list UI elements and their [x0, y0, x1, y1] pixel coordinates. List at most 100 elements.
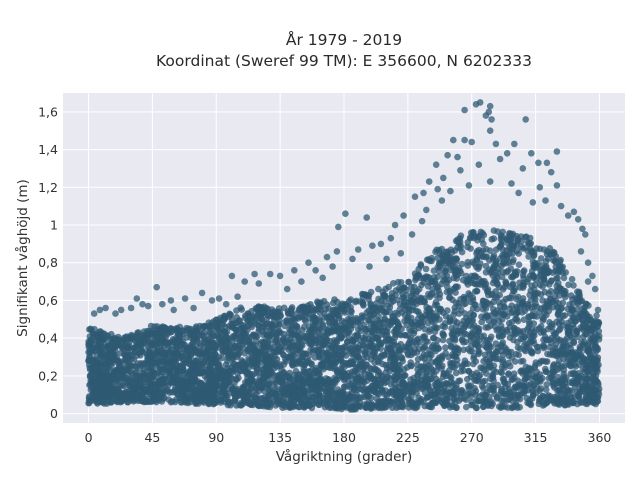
data-point — [510, 336, 517, 344]
data-point — [514, 293, 522, 301]
data-point — [532, 281, 539, 289]
data-point — [439, 336, 447, 344]
data-point — [583, 347, 590, 354]
data-point — [472, 377, 480, 385]
data-point — [403, 321, 410, 329]
data-point — [447, 378, 455, 386]
data-point — [233, 362, 241, 369]
data-point — [539, 297, 546, 304]
data-point — [379, 360, 386, 368]
data-point — [457, 395, 465, 402]
data-point — [428, 351, 435, 359]
data-point — [468, 272, 476, 280]
data-point — [525, 364, 533, 372]
chart-title-line-2: Koordinat (Sweref 99 TM): E 356600, N 62… — [156, 52, 532, 70]
data-point — [224, 401, 232, 409]
data-point — [547, 250, 554, 258]
data-point — [549, 379, 556, 387]
data-point — [151, 395, 159, 402]
data-point — [390, 280, 397, 287]
data-point — [508, 232, 516, 239]
data-point — [424, 338, 431, 345]
data-point — [395, 403, 403, 411]
data-point — [238, 306, 245, 313]
data-point — [443, 396, 450, 403]
data-point — [567, 358, 575, 366]
data-point — [473, 256, 481, 264]
data-point — [467, 333, 474, 340]
data-point — [470, 234, 478, 242]
data-point — [473, 404, 480, 412]
data-point — [464, 262, 472, 269]
data-point — [428, 257, 436, 265]
data-point — [324, 326, 331, 334]
data-point — [568, 275, 576, 283]
data-point — [365, 370, 373, 377]
data-point — [233, 402, 240, 409]
data-point — [391, 334, 399, 341]
data-point — [425, 312, 433, 319]
data-point — [479, 306, 487, 313]
data-point — [457, 296, 464, 303]
data-point — [371, 379, 379, 387]
data-point — [577, 399, 585, 406]
data-point — [460, 346, 467, 354]
data-point — [347, 307, 355, 315]
data-point — [430, 267, 438, 275]
data-point — [175, 327, 183, 334]
data-point — [175, 333, 183, 341]
data-point — [421, 364, 429, 371]
data-point — [375, 285, 382, 293]
data-point — [322, 306, 329, 313]
data-point — [424, 381, 431, 389]
data-point — [292, 396, 299, 404]
data-point — [506, 388, 514, 396]
data-point — [173, 371, 180, 379]
data-point — [541, 306, 549, 313]
data-point — [315, 390, 323, 398]
data-point — [106, 366, 113, 373]
data-point — [559, 385, 567, 393]
data-point — [362, 348, 369, 356]
data-point — [371, 365, 378, 373]
data-point — [561, 395, 569, 402]
data-point — [236, 345, 243, 353]
data-point — [139, 332, 147, 340]
data-point — [233, 314, 240, 321]
data-point — [205, 384, 212, 391]
data-point — [514, 392, 522, 399]
data-point — [517, 335, 525, 343]
data-point — [520, 267, 528, 274]
data-point — [557, 399, 564, 407]
data-point — [88, 326, 95, 334]
data-point — [506, 250, 513, 258]
data-point — [410, 404, 417, 411]
chart-title-line-1: År 1979 - 2019 — [286, 30, 402, 49]
data-point — [301, 333, 308, 341]
data-point — [301, 323, 308, 331]
data-point — [585, 385, 593, 393]
data-point — [227, 373, 235, 381]
data-point — [197, 342, 205, 349]
data-point — [130, 356, 138, 363]
data-point — [360, 342, 367, 349]
data-point — [295, 345, 303, 353]
data-point — [308, 366, 316, 374]
data-point — [415, 265, 423, 273]
data-point — [538, 262, 546, 269]
data-point — [382, 285, 389, 293]
data-point — [575, 391, 582, 399]
data-point — [446, 288, 454, 296]
data-point — [275, 322, 282, 330]
data-point — [487, 333, 495, 341]
data-point — [505, 396, 513, 403]
data-point — [428, 343, 436, 351]
data-point — [502, 279, 510, 287]
data-point — [434, 254, 442, 262]
data-point — [370, 342, 377, 350]
data-point — [236, 337, 243, 345]
data-point — [570, 282, 577, 289]
data-point — [428, 369, 436, 377]
data-point — [259, 400, 267, 408]
data-point — [145, 332, 153, 339]
